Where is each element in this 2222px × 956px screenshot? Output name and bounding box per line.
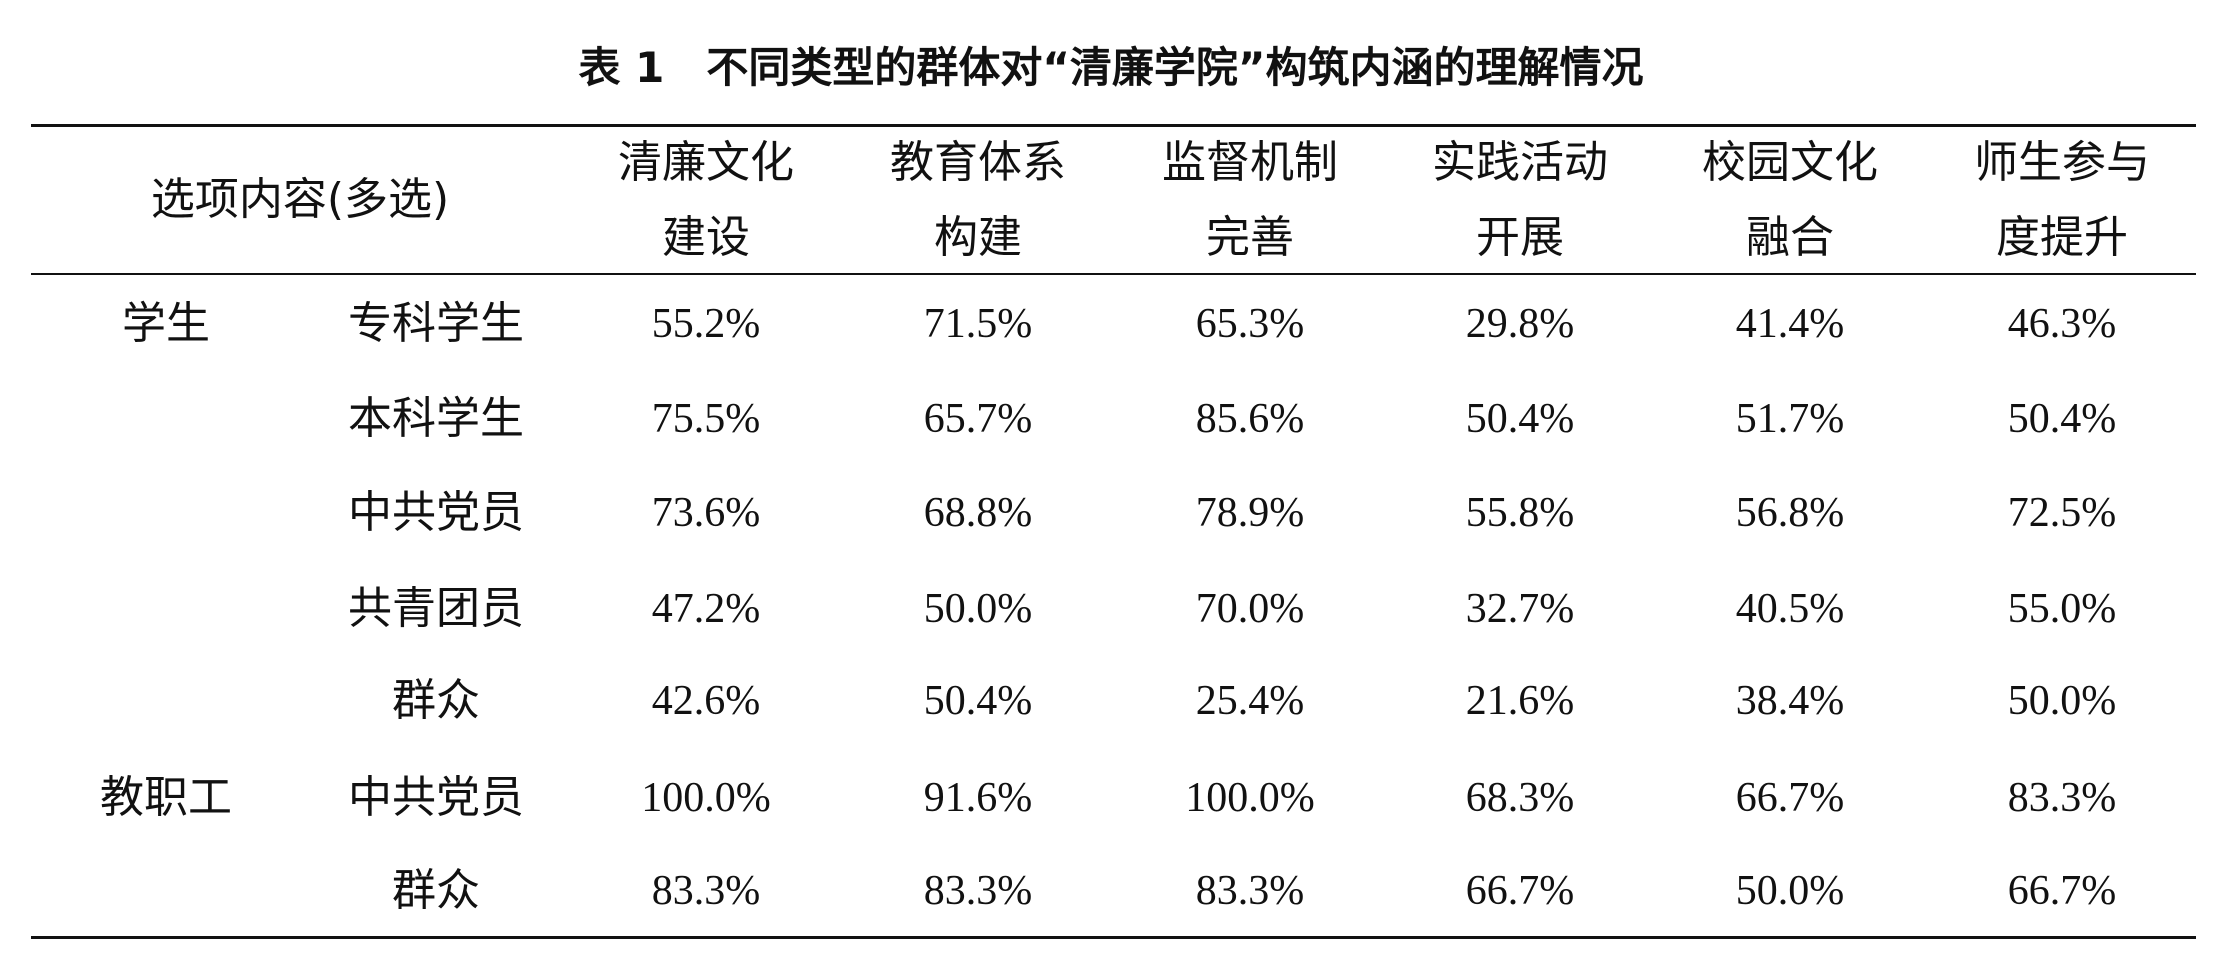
cell: 83.3%: [651, 868, 761, 914]
cell: 32.7%: [1465, 586, 1575, 632]
cell: 50.0%: [2007, 678, 2117, 724]
cell: 66.7%: [1465, 868, 1575, 914]
column-header: 实践活动: [1432, 137, 1608, 188]
cell: 41.4%: [1735, 301, 1845, 347]
cell: 29.8%: [1465, 301, 1575, 347]
column-header: 校园文化: [1702, 137, 1878, 188]
top-rule: [31, 124, 2196, 127]
cell: 46.3%: [2007, 301, 2117, 347]
cell: 70.0%: [1195, 586, 1305, 632]
cell: 50.4%: [923, 678, 1033, 724]
cell: 50.4%: [1465, 396, 1575, 442]
cell: 50.4%: [2007, 396, 2117, 442]
cell: 51.7%: [1735, 396, 1845, 442]
cell: 75.5%: [651, 396, 761, 442]
column-header: 构建: [934, 212, 1022, 263]
cell: 83.3%: [1195, 868, 1305, 914]
column-header: 教育体系: [890, 137, 1066, 188]
column-header: 清廉文化: [618, 137, 794, 188]
cell: 38.4%: [1735, 678, 1845, 724]
row-label: 共青团员: [348, 583, 524, 634]
cell: 47.2%: [651, 586, 761, 632]
cell: 65.3%: [1195, 301, 1305, 347]
column-header: 完善: [1206, 212, 1294, 263]
cell: 40.5%: [1735, 586, 1845, 632]
group-label: 教职工: [100, 772, 232, 823]
cell: 72.5%: [2007, 490, 2117, 536]
column-header: 度提升: [1996, 212, 2128, 263]
column-header: 融合: [1746, 212, 1834, 263]
row-label: 专科学生: [348, 298, 524, 349]
cell: 85.6%: [1195, 396, 1305, 442]
cell: 55.0%: [2007, 586, 2117, 632]
column-header: 监督机制: [1162, 137, 1338, 188]
column-header: 开展: [1476, 212, 1564, 263]
cell: 55.8%: [1465, 490, 1575, 536]
row-label: 群众: [392, 675, 480, 726]
cell: 66.7%: [1735, 775, 1845, 821]
header-rule: [31, 273, 2196, 275]
cell: 50.0%: [923, 586, 1033, 632]
cell: 65.7%: [923, 396, 1033, 442]
row-label: 中共党员: [348, 772, 524, 823]
row-label: 群众: [392, 865, 480, 916]
cell: 42.6%: [651, 678, 761, 724]
cell: 25.4%: [1195, 678, 1305, 724]
cell: 71.5%: [923, 301, 1033, 347]
row-label: 本科学生: [348, 393, 524, 444]
table-title: 表 1 不同类型的群体对“清廉学院”构筑内涵的理解情况: [578, 43, 1644, 92]
column-header: 建设: [662, 212, 750, 263]
cell: 66.7%: [2007, 868, 2117, 914]
column-header: 师生参与: [1974, 137, 2150, 188]
corner-header: 选项内容(多选): [150, 174, 450, 225]
cell: 100.0%: [641, 775, 771, 821]
bottom-rule: [31, 936, 2196, 939]
cell: 68.8%: [923, 490, 1033, 536]
cell: 50.0%: [1735, 868, 1845, 914]
cell: 73.6%: [651, 490, 761, 536]
cell: 56.8%: [1735, 490, 1845, 536]
cell: 100.0%: [1185, 775, 1315, 821]
cell: 78.9%: [1195, 490, 1305, 536]
cell: 91.6%: [923, 775, 1033, 821]
cell: 68.3%: [1465, 775, 1575, 821]
group-label: 学生: [122, 298, 210, 349]
row-label: 中共党员: [348, 487, 524, 538]
cell: 21.6%: [1465, 678, 1575, 724]
cell: 83.3%: [923, 868, 1033, 914]
cell: 83.3%: [2007, 775, 2117, 821]
cell: 55.2%: [651, 301, 761, 347]
